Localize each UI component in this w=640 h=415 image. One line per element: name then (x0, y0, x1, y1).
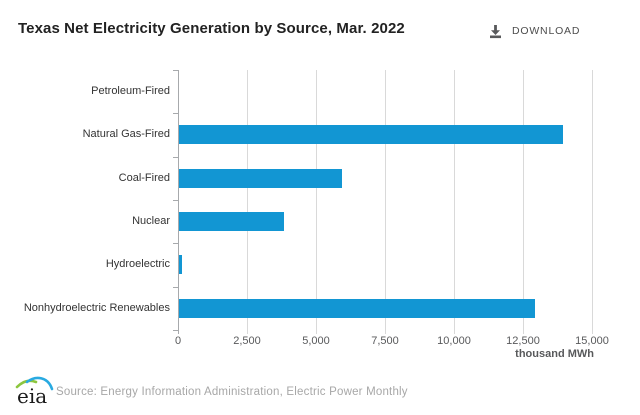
x-tick-label: 15,000 (575, 335, 609, 347)
x-tick-label: 5,000 (302, 335, 330, 347)
y-axis-tick-mark (173, 199, 178, 201)
category-label: Nonhydroelectric Renewables (23, 301, 170, 314)
download-label: DOWNLOAD (512, 25, 581, 37)
bar-row: Nonhydroelectric Renewables (24, 287, 592, 330)
bar-chart-plot-area: Petroleum-Fired Natural Gas-Fired Coal-Fir… (24, 70, 609, 360)
bar-row: Coal-Fired (119, 157, 592, 200)
y-axis-tick-mark (173, 286, 178, 288)
gridline (316, 70, 317, 334)
bar-nonhydroelectric-renewables[interactable] (179, 298, 536, 318)
download-icon (487, 23, 504, 40)
x-axis-unit-label: thousand MWh (515, 348, 594, 360)
bar-row: Petroleum-Fired (91, 70, 592, 113)
bar-natural-gas-fired[interactable] (179, 125, 563, 145)
chart-title: Texas Net Electricity Generation by Sour… (18, 20, 405, 37)
gridline (454, 70, 455, 334)
bar-nuclear[interactable] (179, 211, 284, 231)
download-button[interactable]: DOWNLOAD (483, 18, 584, 44)
source-text: Source: Energy Information Administratio… (56, 386, 408, 398)
bar-hydroelectric[interactable] (179, 255, 182, 275)
bar-row: Nuclear (132, 200, 592, 243)
category-label: Coal-Fired (118, 171, 170, 184)
category-label: Petroleum-Fired (91, 85, 170, 97)
bar-row: Hydroelectric (106, 243, 592, 286)
y-axis-tick-mark (173, 113, 178, 115)
y-axis-tick-mark (173, 156, 178, 158)
gridline (592, 70, 593, 334)
x-tick-label: 12,500 (506, 335, 540, 347)
eia-logo[interactable]: eia (13, 374, 55, 413)
x-tick-label: 7,500 (371, 335, 399, 347)
x-tick-label: 2,500 (233, 335, 261, 347)
x-tick-label: 0 (174, 335, 182, 347)
gridline (247, 70, 248, 334)
y-axis-tick-mark (173, 329, 178, 331)
y-axis-line (178, 70, 179, 334)
gridline (523, 70, 524, 334)
bar-coal-fired[interactable] (179, 168, 342, 188)
eia-logo-text: eia (17, 384, 47, 408)
bar-row: Natural Gas-Fired (83, 113, 592, 156)
gridline (385, 70, 386, 334)
category-label: Natural Gas-Fired (82, 128, 170, 141)
category-label: Nuclear (132, 214, 170, 227)
y-axis-tick-mark (173, 70, 178, 71)
y-axis-tick-mark (173, 243, 178, 245)
x-tick-label: 10,000 (437, 335, 471, 347)
category-label: Hydroelectric (105, 258, 170, 271)
